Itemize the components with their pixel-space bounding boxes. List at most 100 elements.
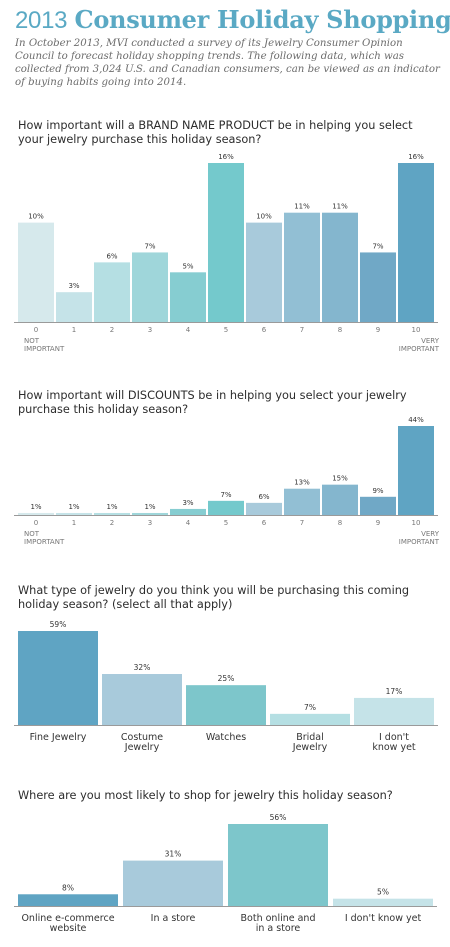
- bar: [360, 496, 396, 515]
- scale-high-label: IMPORTANT: [399, 538, 440, 546]
- bar-value-label: 1%: [30, 503, 41, 511]
- bar: [56, 292, 92, 322]
- bar-value-label: 11%: [294, 203, 310, 211]
- bar: [270, 713, 350, 725]
- bar-value-label: 6%: [106, 252, 117, 260]
- category-label: In a store: [151, 913, 196, 924]
- scale-low-label: IMPORTANT: [24, 538, 65, 546]
- x-tick-label: 7: [300, 326, 304, 334]
- bar-value-label: 17%: [386, 687, 403, 696]
- category-label: Online e-commerce: [21, 913, 114, 924]
- category-label: Fine Jewelry: [30, 732, 87, 743]
- bar: [246, 502, 282, 515]
- x-tick-label: 3: [148, 519, 152, 527]
- x-tick-label: 8: [338, 326, 342, 334]
- bar: [246, 222, 282, 322]
- scale-low-label: NOT: [24, 337, 40, 345]
- bar: [132, 252, 168, 322]
- question-brand-name: How important will a BRAND NAME PRODUCT …: [18, 119, 413, 146]
- x-tick-label: 1: [72, 326, 76, 334]
- bar-value-label: 44%: [408, 416, 424, 424]
- x-tick-label: 2: [110, 519, 114, 527]
- bar: [132, 512, 168, 515]
- x-tick-label: 8: [338, 519, 342, 527]
- bar-value-label: 1%: [106, 503, 117, 511]
- bar: [354, 697, 434, 725]
- scale-high-label: VERY: [421, 337, 440, 345]
- bar-value-label: 15%: [332, 475, 348, 483]
- category-label: Watches: [206, 732, 246, 743]
- x-tick-label: 6: [262, 519, 267, 527]
- bar: [18, 512, 54, 515]
- bar: [360, 252, 396, 322]
- bar: [94, 512, 130, 515]
- category-label: Both online and: [241, 913, 316, 924]
- bar: [123, 860, 223, 906]
- scale-low-label: NOT: [24, 530, 40, 538]
- page-title: 2013 Consumer Holiday Shopping: [15, 6, 450, 35]
- x-tick-label: 4: [186, 519, 191, 527]
- bar-value-label: 31%: [165, 850, 182, 859]
- bar: [228, 824, 328, 906]
- question-discounts: How important will DISCOUNTS be in helpi…: [18, 389, 407, 416]
- x-tick-label: 4: [186, 326, 191, 334]
- header: 2013 Consumer Holiday Shopping In Octobe…: [15, 6, 450, 89]
- question-shopping-location: Where are you most likely to shop for je…: [18, 789, 393, 802]
- category-label: Jewelry: [124, 742, 160, 753]
- scale-low-label: IMPORTANT: [24, 345, 65, 353]
- bar-value-label: 8%: [62, 883, 74, 892]
- bar-value-label: 5%: [182, 262, 193, 270]
- bar-value-label: 32%: [134, 663, 151, 672]
- bar: [18, 631, 98, 725]
- bar-value-label: 3%: [182, 499, 193, 507]
- intro-paragraph: In October 2013, MVI conducted a survey …: [15, 38, 440, 88]
- bar-value-label: 10%: [256, 213, 272, 221]
- title-year: 2013: [15, 7, 68, 34]
- bar-value-label: 5%: [377, 888, 389, 897]
- title-text: Consumer Holiday Shopping: [74, 5, 450, 34]
- x-tick-label: 3: [148, 326, 152, 334]
- bar: [102, 674, 182, 725]
- bar-value-label: 56%: [270, 813, 287, 822]
- x-tick-label: 5: [224, 326, 228, 334]
- bar: [284, 212, 320, 322]
- bar-value-label: 59%: [50, 620, 67, 629]
- bar: [322, 484, 358, 515]
- x-tick-label: 9: [376, 326, 380, 334]
- bar-value-label: 1%: [68, 503, 79, 511]
- x-tick-label: 10: [412, 519, 421, 527]
- bar-value-label: 7%: [144, 242, 155, 250]
- bar-value-label: 10%: [28, 213, 44, 221]
- bar: [56, 512, 92, 515]
- x-tick-label: 5: [224, 519, 228, 527]
- category-label: Jewelry: [292, 742, 328, 753]
- bar-value-label: 16%: [408, 153, 424, 161]
- category-label: in a store: [256, 923, 301, 934]
- scale-high-label: VERY: [421, 530, 440, 538]
- bar: [94, 262, 130, 322]
- bar-value-label: 7%: [304, 703, 316, 712]
- category-label: I don't: [379, 732, 409, 743]
- category-label: I don't know yet: [345, 913, 422, 924]
- chart-jewelry-type: 59%Fine Jewelry32%CostumeJewelry25%Watch…: [14, 620, 438, 753]
- bar: [333, 898, 433, 906]
- bar: [398, 163, 434, 322]
- bar: [208, 500, 244, 515]
- bar-value-label: 11%: [332, 203, 348, 211]
- bar: [18, 222, 54, 322]
- bar-value-label: 3%: [68, 282, 79, 290]
- x-tick-label: 0: [34, 519, 38, 527]
- x-tick-label: 6: [262, 326, 267, 334]
- x-tick-label: 0: [34, 326, 38, 334]
- x-tick-label: 10: [412, 326, 421, 334]
- bar-value-label: 16%: [218, 153, 234, 161]
- bar-value-label: 25%: [218, 674, 235, 683]
- bar-value-label: 13%: [294, 479, 310, 487]
- bar-value-label: 7%: [220, 491, 231, 499]
- x-tick-label: 9: [376, 519, 380, 527]
- category-label: website: [50, 923, 87, 934]
- bar-value-label: 1%: [144, 503, 155, 511]
- chart-discount-importance: 1% 0 1% 1 1% 2 1% 3 3% 4 7% 5 6% 6 13% 7 15% 8 9% 9 44% 10 NOT…: [14, 416, 440, 546]
- bar: [398, 426, 434, 515]
